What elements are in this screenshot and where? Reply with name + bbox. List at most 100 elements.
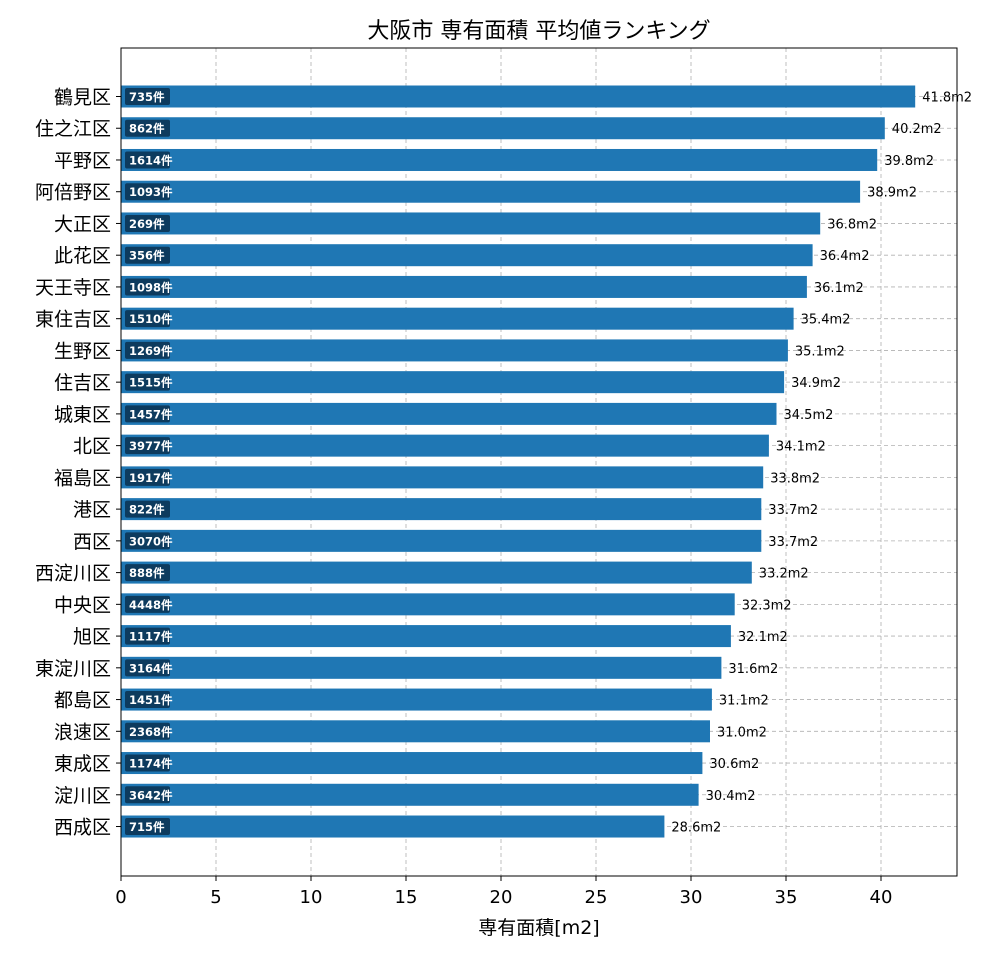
value-label: 34.1m2 <box>776 440 826 455</box>
bar <box>121 498 762 521</box>
count-label: 3070件 <box>129 534 173 548</box>
bar <box>121 688 712 711</box>
value-label: 40.2m2 <box>892 122 942 137</box>
bar <box>121 339 788 362</box>
value-label: 41.8m2 <box>922 91 972 106</box>
grid-lines <box>120 48 957 876</box>
count-label: 3164件 <box>129 661 173 675</box>
y-tick-label: 城東区 <box>54 404 111 426</box>
bar <box>121 371 785 394</box>
count-label: 1451件 <box>129 693 173 707</box>
y-tick-label: 都島区 <box>54 690 111 712</box>
count-badge <box>125 88 170 105</box>
count-badge <box>125 786 170 804</box>
value-label: 31.6m2 <box>728 662 778 677</box>
count-badge <box>125 595 170 613</box>
count-label: 822件 <box>129 503 165 517</box>
y-tick-label: 阿倍野区 <box>35 182 111 204</box>
y-tick-label: 東成区 <box>54 753 111 775</box>
count-label: 1917件 <box>129 471 173 485</box>
bar <box>121 752 703 775</box>
bar <box>121 148 878 171</box>
bars <box>121 85 916 838</box>
value-label: 32.3m2 <box>742 598 792 613</box>
y-tick-label: 東住吉区 <box>35 309 111 331</box>
count-badge <box>125 627 170 645</box>
x-axis-label: 専有面積[m2] <box>478 917 599 939</box>
count-label: 269件 <box>129 217 165 231</box>
count-label: 1093件 <box>129 185 173 199</box>
bar <box>121 244 813 267</box>
value-label: 33.8m2 <box>770 471 820 486</box>
bar <box>121 180 861 203</box>
count-label: 888件 <box>129 566 165 580</box>
x-axis: 0 5 10 15 20 25 30 35 40 <box>115 876 892 908</box>
count-badge <box>125 405 170 423</box>
y-tick-label: 平野区 <box>54 150 111 172</box>
count-label: 4448件 <box>129 598 173 612</box>
y-tick-label: 西淀川区 <box>35 563 111 585</box>
count-badge <box>125 310 170 328</box>
value-label: 35.1m2 <box>795 344 845 359</box>
value-label: 33.2m2 <box>759 567 809 582</box>
y-tick-label: 浪速区 <box>54 721 111 743</box>
count-label: 1269件 <box>129 344 173 358</box>
value-label: 30.4m2 <box>706 789 756 804</box>
count-badge <box>125 532 170 550</box>
value-label: 38.9m2 <box>867 186 917 201</box>
value-label: 35.4m2 <box>801 313 851 328</box>
y-tick-label: 此花区 <box>54 245 111 267</box>
count-badge <box>125 246 170 264</box>
value-label: 36.8m2 <box>827 217 877 232</box>
count-label: 1515件 <box>129 376 173 390</box>
y-tick-label: 東淀川区 <box>35 658 111 680</box>
x-tick-label: 5 <box>210 887 221 908</box>
count-label: 2368件 <box>129 725 173 739</box>
bar <box>121 815 665 838</box>
count-label: 1614件 <box>129 153 173 167</box>
y-tick-label: 福島区 <box>54 467 111 489</box>
y-tick-label: 港区 <box>73 499 111 521</box>
bar <box>121 625 731 648</box>
count-label: 1457件 <box>129 407 173 421</box>
bar <box>121 307 794 330</box>
value-label: 31.1m2 <box>719 694 769 709</box>
count-label: 1117件 <box>129 630 173 644</box>
x-tick-label: 25 <box>585 887 608 908</box>
value-label: 30.6m2 <box>709 757 759 772</box>
y-tick-label: 住之江区 <box>35 118 111 140</box>
value-label: 34.5m2 <box>784 408 834 423</box>
count-label: 715件 <box>129 820 165 834</box>
y-tick-label: 住吉区 <box>54 372 111 394</box>
bar <box>121 275 807 298</box>
count-badge <box>125 119 170 137</box>
count-badge <box>125 341 170 359</box>
value-label: 28.6m2 <box>671 821 721 836</box>
y-tick-label: 天王寺区 <box>35 277 111 299</box>
count-badge <box>125 564 170 582</box>
count-badge <box>125 214 170 232</box>
count-badge <box>125 278 170 296</box>
count-label: 356件 <box>129 249 165 263</box>
count-label: 735件 <box>129 90 165 104</box>
bar <box>121 117 885 140</box>
y-tick-label: 西成区 <box>54 817 111 839</box>
count-badge <box>125 500 170 518</box>
bar <box>121 720 710 743</box>
y-tick-label: 北区 <box>73 436 111 458</box>
bar <box>121 434 769 457</box>
count-badge <box>125 468 170 486</box>
count-label: 1510件 <box>129 312 173 326</box>
count-label: 3977件 <box>129 439 173 453</box>
y-tick-label: 生野区 <box>54 340 111 362</box>
y-tick-label: 旭区 <box>73 626 111 648</box>
count-badge <box>125 151 170 169</box>
value-label: 36.1m2 <box>814 281 864 296</box>
y-tick-label: 鶴見区 <box>54 87 111 109</box>
x-tick-label: 15 <box>395 887 418 908</box>
count-label: 862件 <box>129 122 165 136</box>
x-tick-label: 20 <box>490 887 513 908</box>
value-label: 32.1m2 <box>738 630 788 645</box>
bar <box>121 402 777 425</box>
